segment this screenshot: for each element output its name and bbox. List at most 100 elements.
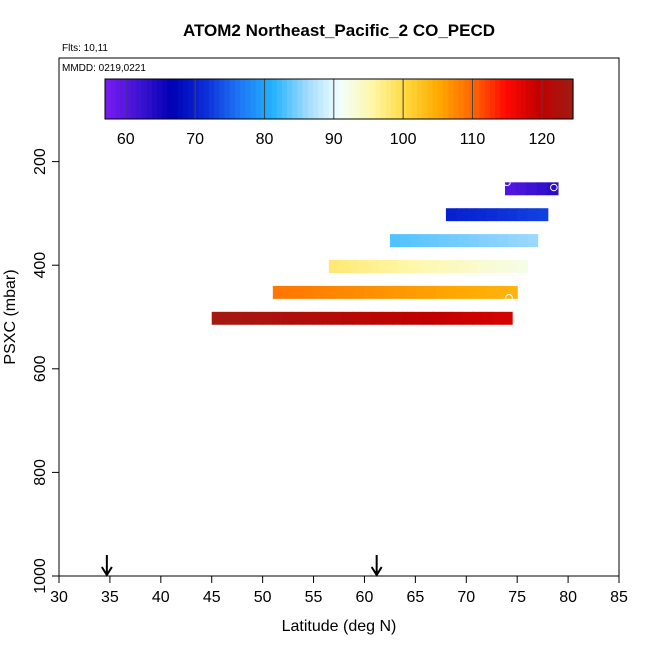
colorbar-segment: [281, 79, 288, 119]
data-cell: [378, 260, 389, 273]
colorbar-segment: [110, 79, 116, 119]
data-cell: [488, 234, 499, 248]
colorbar-segment: [157, 79, 163, 119]
colorbar-segment: [219, 79, 226, 119]
data-cell: [472, 311, 483, 325]
colorbar-segment: [349, 79, 356, 119]
data-cell: [482, 311, 493, 325]
data-cell: [486, 208, 498, 222]
data-cell: [221, 311, 233, 325]
data-cell: [439, 234, 450, 248]
data-cell: [468, 234, 480, 248]
data-cell: [281, 311, 293, 325]
colorbar-segment: [203, 79, 210, 119]
colorbar-segment: [131, 79, 137, 119]
data-cell: [537, 208, 549, 222]
data-cell: [401, 311, 413, 325]
data-cell: [421, 311, 433, 325]
data-cell: [418, 260, 429, 273]
colorbar-segment: [557, 79, 564, 119]
arrow-marker: [101, 555, 113, 577]
colorbar-segment: [250, 79, 257, 119]
data-cell: [492, 311, 503, 325]
x-tick-label: 55: [305, 589, 323, 606]
data-cell: [272, 285, 284, 299]
colorbar-segment: [136, 79, 142, 119]
colorbar-tick-label: 70: [186, 131, 204, 148]
data-marker: [503, 178, 511, 187]
colorbar-segment: [547, 79, 553, 119]
data-marker: [505, 294, 513, 302]
data-cell: [467, 260, 479, 273]
data-cell: [445, 285, 457, 299]
colorbar-segment: [240, 79, 246, 119]
data-cell: [517, 208, 528, 222]
colorbar-segment: [391, 79, 397, 119]
y-tick-label: 600: [32, 355, 49, 382]
data-cell: [447, 260, 459, 273]
colorbar-segment: [255, 79, 262, 119]
colorbar-segment: [385, 79, 392, 119]
data-cell: [313, 285, 325, 299]
data-cell: [517, 234, 529, 248]
colorbar-segment: [422, 79, 428, 119]
colorbar-segment: [297, 79, 304, 119]
colorbar-tick-label: 100: [390, 131, 417, 148]
x-axis-label: Latitude (deg N): [282, 618, 397, 635]
colorbar-segment: [359, 79, 366, 119]
colorbar-segment: [146, 79, 153, 119]
colorbar-segment: [479, 79, 486, 119]
colorbar-segment: [344, 79, 350, 119]
data-cell: [448, 234, 460, 248]
colorbar-segment: [177, 79, 184, 119]
data-cell: [399, 234, 411, 248]
colorbar-segment: [125, 79, 132, 119]
colorbar-segment: [224, 79, 231, 119]
data-cell: [498, 234, 509, 248]
colorbar-segment: [443, 79, 449, 119]
data-cell: [348, 260, 360, 273]
colorbar-segment: [235, 79, 241, 119]
colorbar-segment: [458, 79, 465, 119]
colorbar-segment: [333, 79, 340, 119]
colorbar-segment: [287, 79, 293, 119]
flights-label: Flts: 10,11: [62, 43, 108, 54]
x-tick-label: 75: [508, 589, 526, 606]
arrow-marker: [370, 555, 383, 577]
colorbar-segment: [489, 79, 496, 119]
data-cell: [398, 260, 409, 273]
colorbar-segment: [536, 79, 543, 119]
colorbar-segment: [245, 79, 252, 119]
data-cell: [496, 208, 508, 222]
chart-title: ATOM2 Northeast_Pacific_2 CO_PECD: [183, 21, 495, 40]
data-cell: [456, 208, 467, 222]
colorbar-segment: [396, 79, 402, 119]
data-cell: [517, 260, 528, 273]
colorbar-segment: [313, 79, 319, 119]
x-tick-label: 60: [356, 589, 374, 606]
x-tick-label: 45: [203, 589, 221, 606]
colorbar-segment: [188, 79, 194, 119]
y-tick-label: 800: [32, 459, 49, 486]
colorbar-segment: [167, 79, 174, 119]
data-cell: [478, 234, 489, 248]
data-cell: [502, 311, 513, 325]
colorbar-segment: [339, 79, 345, 119]
data-cell: [271, 311, 283, 325]
data-cell: [431, 311, 443, 325]
data-cell: [358, 260, 370, 273]
x-tick-label: 65: [406, 589, 424, 606]
colorbar-segment: [495, 79, 501, 119]
colorbar-tick-label: 110: [460, 131, 486, 148]
data-cell: [261, 311, 273, 325]
colorbar-segment: [375, 79, 382, 119]
data-cell: [452, 311, 463, 325]
data-cell: [438, 260, 449, 273]
colorbar-segment: [292, 79, 298, 119]
data-cell: [507, 260, 519, 273]
colorbar-segment: [162, 79, 168, 119]
colorbar-tick-label: 120: [528, 131, 555, 148]
x-tick-label: 30: [50, 589, 68, 606]
